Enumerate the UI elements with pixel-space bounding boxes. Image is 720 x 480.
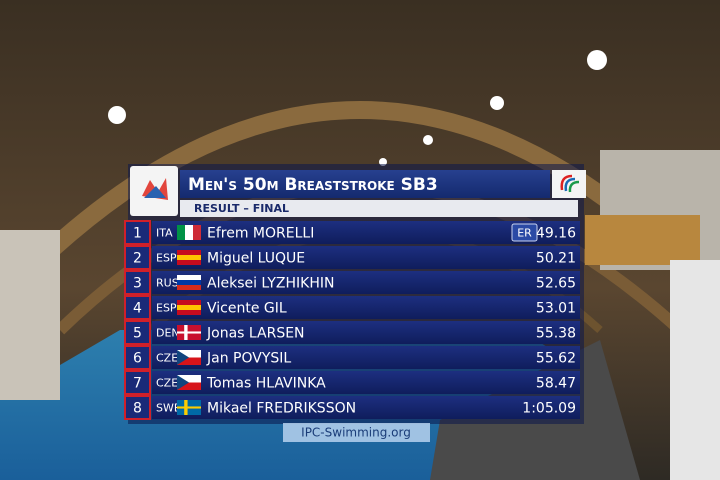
time: 55.38 <box>536 326 576 342</box>
time: 49.16 <box>536 226 576 242</box>
rank: 4 <box>133 301 142 317</box>
athlete-name: Aleksei LYZHIKHIN <box>207 276 334 292</box>
paralympic-logo <box>552 170 586 198</box>
rank-box <box>124 220 151 245</box>
flag <box>177 305 201 310</box>
title-bar <box>180 170 550 198</box>
time: 55.62 <box>536 351 576 367</box>
flag <box>177 406 201 409</box>
flag <box>177 350 189 365</box>
website: IPC-Swimming.org <box>301 426 411 440</box>
flag <box>177 331 201 334</box>
subtitle-bar <box>180 200 578 217</box>
rank-box <box>124 395 151 420</box>
time: 58.47 <box>536 376 576 392</box>
athlete-name: Miguel LUQUE <box>207 251 305 267</box>
flag <box>177 275 201 280</box>
event-title: Men's 50m Breaststroke SB3 <box>188 175 438 195</box>
flag <box>177 260 201 265</box>
time: 50.21 <box>536 251 576 267</box>
flag <box>177 225 185 240</box>
rank: 3 <box>133 276 142 292</box>
event-logo-mark <box>144 186 166 198</box>
rank: 6 <box>133 351 142 367</box>
row-background <box>152 246 580 269</box>
country-code: CZE <box>156 352 178 365</box>
country-code: ESP <box>156 302 177 315</box>
row-background <box>152 371 580 394</box>
results-table: 1 ITA Efrem MORELLI ER 49.16 2 ESP Miguel LUQUE… <box>124 220 580 420</box>
flag <box>185 225 193 240</box>
row-background <box>152 271 580 294</box>
event-subtitle: RESULT – FINAL <box>194 202 289 215</box>
country-code: RUS <box>156 277 179 290</box>
athlete-name: Jonas LARSEN <box>206 326 305 342</box>
flag <box>177 375 201 383</box>
flag <box>177 375 189 390</box>
athlete-name: Efrem MORELLI <box>207 226 314 242</box>
row-background <box>152 396 580 419</box>
row-background <box>152 346 580 369</box>
time: 53.01 <box>536 301 576 317</box>
time: 52.65 <box>536 276 576 292</box>
flag <box>177 350 201 358</box>
rank: 5 <box>133 326 142 342</box>
country-code: CZE <box>156 377 178 390</box>
rank: 7 <box>133 376 142 392</box>
athlete-name: Vicente GIL <box>207 301 287 317</box>
country-code: DEN <box>156 327 180 340</box>
record-badge <box>511 223 538 242</box>
country-code: SWE <box>156 402 181 415</box>
record: ER <box>517 227 532 240</box>
athlete-name: Tomas HLAVINKA <box>206 376 326 392</box>
row-background <box>152 296 580 319</box>
rank: 2 <box>133 251 142 267</box>
rank: 8 <box>133 401 142 417</box>
rank-box <box>124 245 151 270</box>
rank-box <box>124 270 151 295</box>
row-background <box>152 321 580 344</box>
rank-box <box>124 345 151 370</box>
flag <box>177 382 201 390</box>
flag <box>177 250 201 255</box>
rank-box <box>124 320 151 345</box>
flag <box>177 310 201 315</box>
footer-bar <box>283 423 430 442</box>
athlete-name: Mikael FREDRIKSSON <box>207 401 356 417</box>
flag <box>177 280 201 285</box>
rank-box <box>124 370 151 395</box>
flag <box>177 255 201 260</box>
flag <box>177 285 201 290</box>
country-code: ESP <box>156 252 177 265</box>
country-code: ITA <box>156 227 173 240</box>
flag <box>177 357 201 365</box>
rank-box <box>124 295 151 320</box>
row-background <box>152 221 580 244</box>
time: 1:05.09 <box>522 401 576 417</box>
flag <box>193 225 201 240</box>
rank: 1 <box>133 226 142 242</box>
athlete-name: Jan POVYSIL <box>206 351 291 367</box>
flag <box>177 300 201 305</box>
